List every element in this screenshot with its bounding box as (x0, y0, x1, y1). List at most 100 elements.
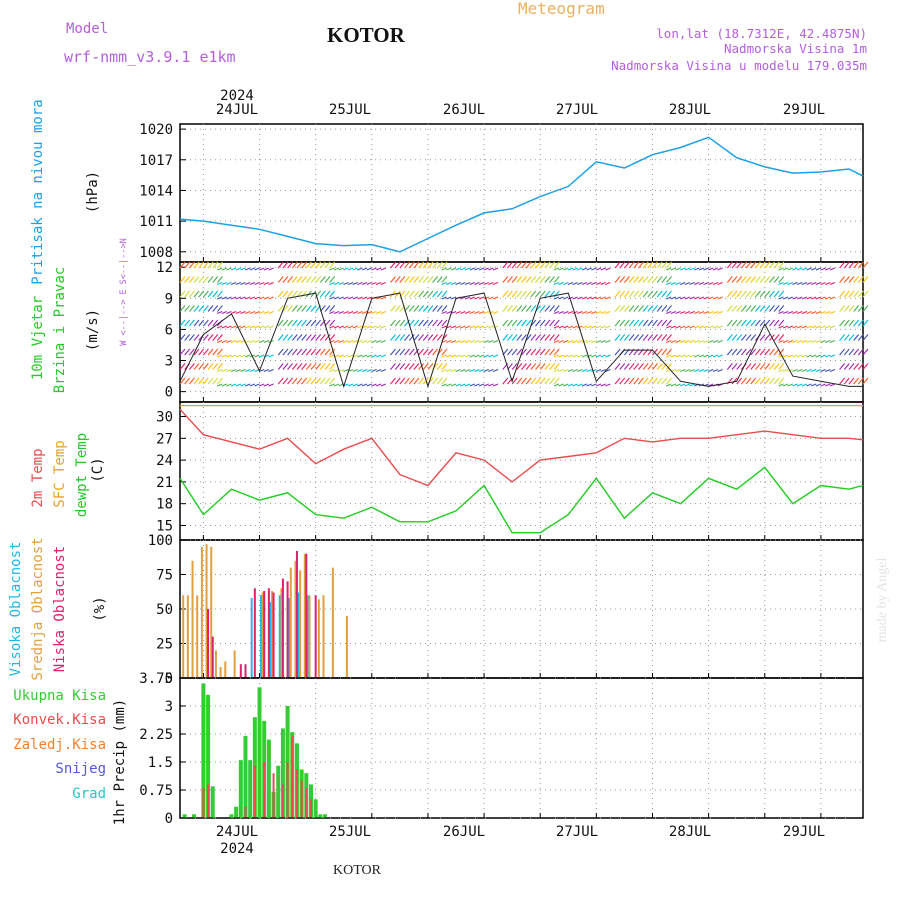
watermark: made by Angel (875, 558, 890, 643)
wind-barb (605, 281, 611, 286)
wind-barb (642, 261, 649, 269)
wind-barb (745, 276, 752, 283)
wind-barb (446, 267, 452, 271)
wind-barb (404, 290, 410, 298)
wind-barb (820, 267, 826, 271)
wind-barb (492, 267, 499, 271)
wind-barb (750, 363, 757, 370)
wind-barb (235, 383, 242, 387)
wind-barb (413, 261, 420, 269)
wind-barb (441, 377, 448, 385)
wind-barb (315, 334, 322, 341)
wind-barb (717, 281, 723, 286)
pressure-tick-label: 1008 (139, 245, 173, 261)
wind-barb (193, 276, 200, 283)
wind-barb (390, 276, 396, 283)
wind-barb (726, 363, 733, 370)
wind-barb (633, 363, 640, 370)
wind-barb (235, 310, 242, 315)
wind-barb (862, 334, 869, 341)
wind-barb (315, 319, 322, 327)
wind-barb (329, 363, 336, 370)
wind-barb (380, 310, 387, 315)
wind-barb (829, 281, 836, 286)
wind-barb (815, 354, 822, 358)
precip-tick-label: 3.75 (139, 671, 173, 687)
wind-barb (404, 377, 410, 385)
wind-barb (427, 334, 434, 341)
wind-barb (778, 281, 784, 286)
wind-barb (853, 377, 860, 385)
wind-barb (853, 348, 860, 356)
wind-barb (212, 363, 219, 370)
precip-tick-label: 2.25 (139, 727, 173, 743)
wind-barb (366, 368, 373, 373)
wind-barb (825, 281, 831, 286)
wind-barb (731, 377, 738, 385)
wind-barb (731, 276, 738, 283)
wind-barb (291, 363, 298, 370)
wind-barb (422, 305, 429, 312)
wind-barb (455, 354, 461, 358)
wind-barb (347, 354, 354, 358)
wind-barb (796, 281, 803, 286)
wind-barb (240, 325, 246, 329)
wind-barb (240, 354, 246, 358)
top-year-label: 2024 (220, 88, 254, 104)
wind-barb (329, 325, 335, 329)
wind-barb (656, 319, 663, 327)
wind-barb (207, 319, 214, 327)
wind-barb (333, 281, 340, 286)
wind-barb (857, 334, 864, 341)
wind-barb (296, 334, 303, 341)
wind-barb (460, 383, 466, 387)
wind-barb (628, 319, 635, 327)
wind-barb (188, 276, 195, 283)
wind-barb (296, 261, 303, 269)
wind-barb (750, 334, 757, 341)
wind-barb (525, 377, 532, 385)
wind-barb (726, 261, 733, 269)
cloud-tick-label: 50 (156, 602, 173, 618)
wind-barb (642, 334, 649, 341)
wind-barb (263, 281, 270, 286)
wind-barb (661, 363, 668, 370)
wind-barb (595, 296, 602, 300)
wind-barb (862, 319, 869, 327)
wind-barb (581, 339, 588, 344)
wind-barb (521, 377, 527, 385)
wind-barb (329, 377, 336, 385)
wind-barb (623, 319, 630, 327)
wind-barb (399, 377, 406, 385)
wind-barb (708, 383, 714, 387)
wind-barb (745, 290, 752, 298)
wind-barb (188, 363, 195, 370)
top-day-label: 28JUL (669, 102, 711, 118)
wind-barb (216, 310, 223, 315)
wind-barb (221, 296, 227, 300)
wind-barb (754, 261, 761, 269)
wind-barb (230, 383, 237, 387)
cloud-tick-label: 0 (165, 671, 173, 687)
pressure-line (179, 136, 864, 253)
wind-barb (263, 368, 270, 373)
wind-barb (782, 325, 789, 329)
wind-barb (230, 310, 237, 315)
wind-barb (759, 305, 766, 312)
temp-tick-label: 24 (156, 453, 173, 469)
wind-barb (469, 310, 475, 315)
wind-barb (202, 305, 209, 312)
wind-barb (614, 363, 621, 370)
wind-barb (796, 267, 803, 271)
wind-barb (549, 363, 555, 370)
wind-barb (553, 383, 560, 387)
wind-ylabel-2: Brzina i Pravac (52, 267, 68, 393)
wind-barb (703, 354, 709, 358)
wind-barb (333, 383, 340, 387)
wind-barb (525, 276, 532, 283)
wind-barb (759, 290, 766, 298)
wind-barb (782, 296, 789, 300)
wind-barb (441, 276, 448, 283)
wind-barb (581, 296, 588, 300)
wind-barb (343, 368, 349, 373)
